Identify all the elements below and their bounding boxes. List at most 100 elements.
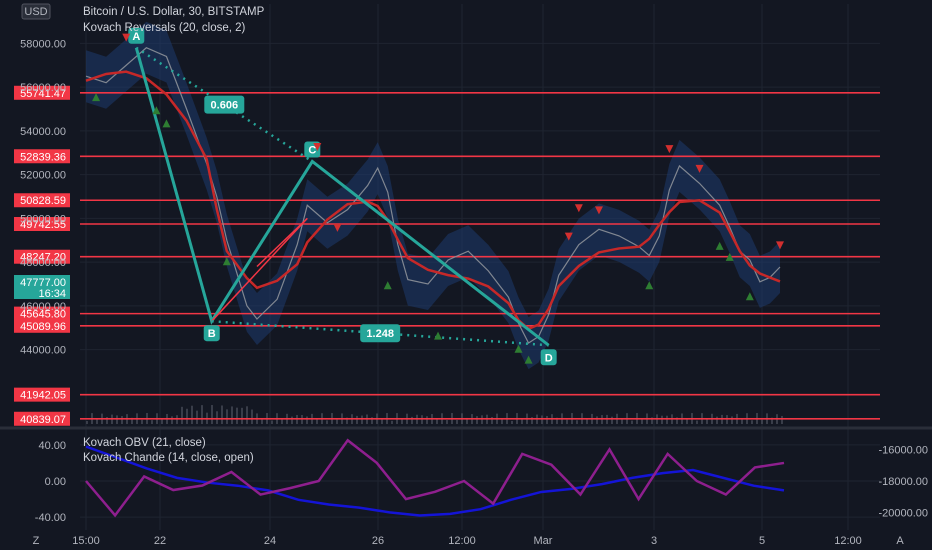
volume-bar (466, 417, 468, 424)
volume-bar (271, 420, 273, 424)
volume-bar (221, 405, 223, 424)
volume-bar (491, 416, 493, 424)
reversal-up-marker (725, 252, 734, 261)
volume-bar (96, 418, 98, 424)
ratio-label: 1.248 (366, 328, 394, 340)
reversal-down-marker (695, 164, 704, 173)
reversal-up-marker (162, 119, 171, 128)
volume-bar (191, 405, 193, 424)
volume-bar (566, 419, 568, 424)
reversal-down-marker (122, 33, 131, 42)
currency-button-label: USD (24, 6, 47, 18)
time-axis[interactable]: 15:00 22 24 26 12:00 Mar 3 5 12:00 (72, 535, 862, 547)
pattern-red-line (211, 217, 308, 322)
volume-bar (161, 418, 163, 424)
volume-bar (251, 409, 253, 424)
volume-bar (216, 411, 218, 424)
time-tick-label: 22 (154, 535, 166, 547)
auto-scale-icon[interactable]: A (896, 535, 904, 547)
volume-bar (621, 418, 623, 424)
volume-bar (231, 406, 233, 424)
volume-bar (741, 418, 743, 424)
volume-bar (371, 417, 373, 424)
volatility-band (86, 21, 780, 370)
pattern-point-label: B (208, 328, 216, 340)
volume-bar (511, 420, 513, 424)
chande-series-line (85, 438, 785, 518)
volume-bar (641, 419, 643, 424)
time-tick-label: 26 (372, 535, 384, 547)
price-tick-label: 52000.00 (20, 170, 66, 182)
reversal-up-marker (645, 281, 654, 290)
ratio-label: 0.606 (211, 100, 239, 112)
ratio-badge[interactable] (360, 324, 401, 343)
level-price-tag (14, 387, 70, 402)
reversal-up-marker (92, 93, 101, 102)
time-tick-label: 15:00 (72, 535, 100, 547)
volume-bar (436, 418, 438, 424)
time-tick-label: 3 (651, 535, 657, 547)
level-price-label: 45089.96 (20, 321, 66, 333)
pattern-point-label: D (545, 352, 553, 364)
price-axis[interactable]: 44000.00 46000.00 48000.00 50000.00 52000.00… (20, 38, 66, 356)
volume-bar (306, 416, 308, 424)
volume-bar (631, 420, 633, 424)
volume-bar (346, 417, 348, 424)
pattern-point-badge[interactable] (203, 325, 220, 342)
pattern-point-label: A (132, 31, 140, 43)
current-price-tag (14, 275, 70, 299)
level-price-tag (14, 411, 70, 426)
obv-legend: Kovach OBV (21, close) (83, 437, 206, 449)
volume-bar (476, 416, 478, 424)
pattern-leg-line (134, 47, 550, 347)
right-tick-label: -20000.00 (878, 507, 928, 519)
volume-bar (176, 415, 178, 424)
pattern-point-badge[interactable] (540, 349, 557, 366)
volume-bar (131, 417, 133, 424)
volume-bar (686, 419, 688, 424)
volume-bar (576, 420, 578, 424)
volume-bar (391, 420, 393, 424)
level-price-label: 50828.59 (20, 195, 66, 207)
volume-bar (171, 416, 173, 424)
volume-bar (381, 419, 383, 424)
price-series-line (85, 47, 781, 344)
volume-bar (501, 418, 503, 424)
reversal-up-marker (745, 292, 754, 301)
price-tick-label: 44000.00 (20, 345, 66, 357)
volume-bar (541, 415, 543, 424)
volume-bar (586, 418, 588, 424)
reversal-down-marker (594, 206, 603, 215)
volume-bar (316, 418, 318, 424)
reversal-markers (92, 33, 784, 364)
zoom-icon[interactable]: Z (33, 535, 40, 547)
volume-bar (211, 405, 213, 424)
horizontal-levels[interactable]: 55741.47 52839.36 50828.59 49742.55 48247.20… (14, 85, 880, 426)
volume-bar (556, 417, 558, 424)
right-tick-label: -18000.00 (878, 476, 928, 488)
reversal-up-marker (152, 106, 161, 115)
level-price-tag (14, 318, 70, 333)
ratio-badge[interactable] (204, 95, 245, 114)
level-price-tag (14, 193, 70, 208)
volume-bar (531, 417, 533, 424)
pattern-point-badge[interactable] (128, 27, 145, 44)
volume-bar (106, 417, 108, 424)
reversal-down-marker (313, 142, 322, 151)
time-tick-label: 12:00 (448, 535, 476, 547)
level-price-label: 40839.07 (20, 414, 66, 426)
harmonic-pattern[interactable]: 0.606 1.248 A B C D (128, 27, 557, 366)
volume-bar (281, 418, 283, 424)
chart-title: Bitcoin / U.S. Dollar, 30, BITSTAMP (83, 6, 265, 18)
level-price-label: 45645.80 (20, 309, 66, 321)
currency-button[interactable] (21, 3, 51, 20)
time-tick-label: 24 (264, 535, 276, 547)
reversal-down-marker (333, 223, 342, 232)
volume-bar (336, 419, 338, 424)
indicator-legend: Kovach Reversals (20, close, 2) (83, 22, 246, 34)
chande-legend: Kovach Chande (14, close, open) (83, 452, 254, 464)
volume-bar (666, 415, 668, 424)
volume-bar (456, 419, 458, 424)
volume-bar (481, 415, 483, 424)
